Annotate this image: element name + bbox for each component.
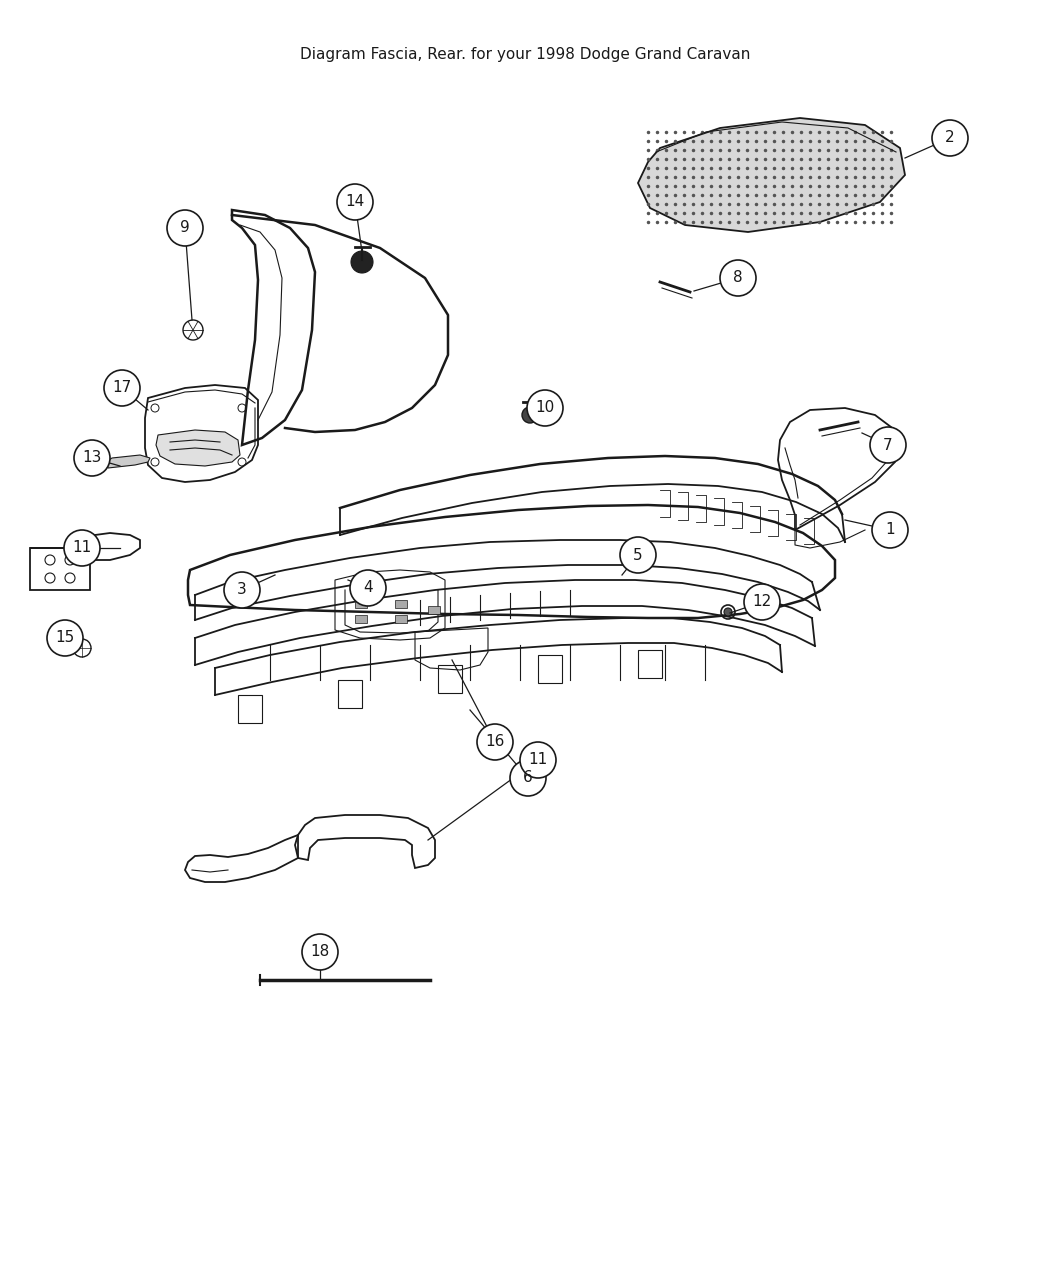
Text: 15: 15 xyxy=(56,631,75,645)
Circle shape xyxy=(351,251,373,273)
Circle shape xyxy=(510,760,546,796)
Circle shape xyxy=(720,260,756,296)
Circle shape xyxy=(337,184,373,221)
Text: 13: 13 xyxy=(82,450,102,465)
Text: 10: 10 xyxy=(536,400,554,416)
Text: 11: 11 xyxy=(528,752,548,768)
Text: 17: 17 xyxy=(112,380,131,395)
Text: 5: 5 xyxy=(633,547,643,562)
Text: 6: 6 xyxy=(523,770,532,785)
Circle shape xyxy=(74,440,110,476)
Text: 2: 2 xyxy=(945,130,954,145)
Circle shape xyxy=(104,370,140,405)
Text: 14: 14 xyxy=(345,195,364,209)
Circle shape xyxy=(302,935,338,970)
Circle shape xyxy=(522,407,538,423)
Circle shape xyxy=(744,584,780,620)
Bar xyxy=(355,615,368,623)
Text: 18: 18 xyxy=(311,945,330,960)
Text: 12: 12 xyxy=(753,594,772,609)
Text: 3: 3 xyxy=(237,583,247,598)
Bar xyxy=(395,615,407,623)
Circle shape xyxy=(64,530,100,566)
Bar xyxy=(428,606,440,615)
Text: 9: 9 xyxy=(181,221,190,236)
Text: 16: 16 xyxy=(485,734,505,750)
Text: 1: 1 xyxy=(885,523,895,538)
Circle shape xyxy=(520,742,556,778)
Circle shape xyxy=(932,120,968,156)
Circle shape xyxy=(167,210,203,246)
Circle shape xyxy=(870,427,906,463)
Text: 8: 8 xyxy=(733,270,742,286)
Polygon shape xyxy=(106,455,150,468)
Bar xyxy=(395,601,407,608)
Bar xyxy=(355,601,368,608)
Polygon shape xyxy=(156,430,240,465)
Circle shape xyxy=(47,620,83,657)
Text: 7: 7 xyxy=(883,437,892,453)
Circle shape xyxy=(620,537,656,572)
Circle shape xyxy=(527,390,563,426)
Circle shape xyxy=(477,724,513,760)
Circle shape xyxy=(872,513,908,548)
Text: 11: 11 xyxy=(72,541,91,556)
Text: Diagram Fascia, Rear. for your 1998 Dodge Grand Caravan: Diagram Fascia, Rear. for your 1998 Dodg… xyxy=(300,47,750,62)
Text: 4: 4 xyxy=(363,580,373,595)
Polygon shape xyxy=(638,119,905,232)
Circle shape xyxy=(724,608,732,616)
Circle shape xyxy=(350,570,386,606)
Circle shape xyxy=(224,572,260,608)
